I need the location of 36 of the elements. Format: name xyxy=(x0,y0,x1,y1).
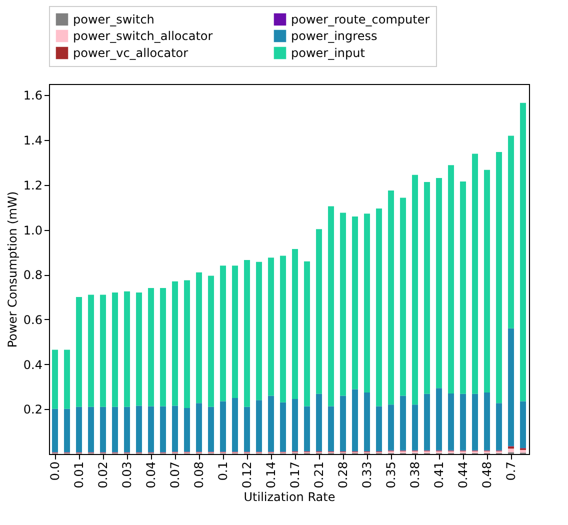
x-tick-label: 0.04 xyxy=(144,462,158,488)
x-tick-label: 0.1 xyxy=(216,462,230,481)
x-tick-label: 0.02 xyxy=(96,462,110,488)
x-tick-label: 0.28 xyxy=(336,462,350,488)
x-tick-label: 0.0 xyxy=(48,462,62,481)
y-tick-label: 0.4 xyxy=(23,358,42,372)
y-axis-title: Power Consumption (mW) xyxy=(5,191,20,348)
y-tick-label: 0.8 xyxy=(23,268,42,282)
y-tick-label: 0.6 xyxy=(23,312,42,327)
x-tick-label: 0.35 xyxy=(384,462,398,488)
y-tick-label: 1.4 xyxy=(23,134,42,148)
y-tick-label: 1.6 xyxy=(23,88,42,103)
legend-label: power_route_computer xyxy=(291,12,430,26)
legend-label: power_switch xyxy=(73,12,154,26)
x-axis-title: Utilization Rate xyxy=(244,490,336,504)
x-tick-label: 0.33 xyxy=(360,462,374,488)
legend-label: power_input xyxy=(291,46,366,60)
x-tick-label: 0.7 xyxy=(504,462,518,481)
y-tick-label: 1.0 xyxy=(23,223,42,238)
legend-label: power_ingress xyxy=(291,29,378,43)
x-tick-label: 0.01 xyxy=(72,462,86,488)
x-tick-label: 0.14 xyxy=(264,462,278,488)
x-tick-label: 0.17 xyxy=(288,462,302,488)
x-tick-label: 0.48 xyxy=(480,462,494,488)
x-tick-label: 0.07 xyxy=(168,462,182,488)
x-tick-label: 0.03 xyxy=(120,462,134,488)
y-tick-label: 0.2 xyxy=(23,402,42,417)
x-tick-label: 0.38 xyxy=(408,462,422,488)
x-tick-label: 0.44 xyxy=(456,462,470,488)
x-tick-label: 0.12 xyxy=(240,462,254,488)
x-tick-label: 0.21 xyxy=(312,462,326,488)
legend-label: power_vc_allocator xyxy=(73,46,188,60)
y-tick-label: 1.2 xyxy=(23,178,42,192)
x-tick-label: 0.41 xyxy=(432,462,446,488)
x-tick-label: 0.08 xyxy=(192,462,206,488)
legend-label: power_switch_allocator xyxy=(73,29,213,43)
